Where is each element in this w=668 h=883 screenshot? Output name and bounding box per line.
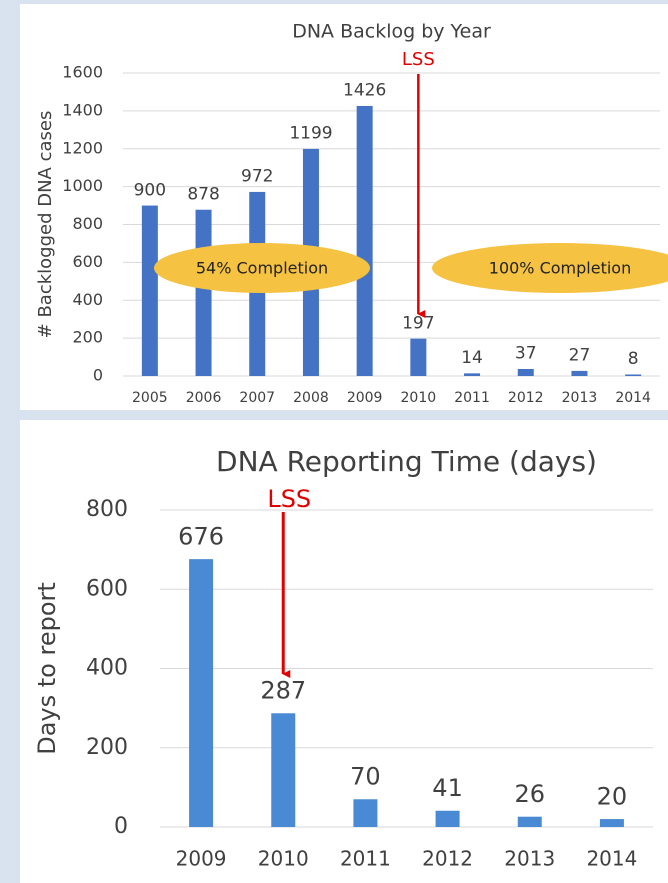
bar — [517, 368, 534, 376]
y-tick-label: 1600 — [62, 63, 103, 82]
bar — [353, 799, 378, 827]
data-label: 20 — [597, 782, 628, 810]
y-tick-label: 1000 — [62, 176, 103, 195]
x-tick-label: 2006 — [186, 390, 222, 406]
data-label: 8 — [628, 349, 639, 369]
data-label: 41 — [432, 774, 463, 802]
x-tick-label: 2011 — [340, 847, 391, 871]
x-tick-label: 2012 — [508, 390, 544, 406]
annotation: LSS — [402, 49, 435, 70]
y-tick-label: 400 — [72, 290, 103, 309]
x-tick-label: 2005 — [132, 390, 168, 406]
data-label: 1426 — [343, 81, 386, 101]
x-tick-label: 2014 — [586, 847, 637, 871]
y-tick-label: 0 — [93, 366, 103, 385]
y-axis-label: # Backlogged DNA cases — [35, 111, 56, 339]
bar — [356, 105, 373, 377]
x-tick-label: 2013 — [504, 847, 555, 871]
y-tick-label: 200 — [72, 328, 103, 347]
data-label: 197 — [402, 313, 434, 333]
y-tick-label: 600 — [72, 252, 103, 271]
data-label: 14 — [461, 348, 483, 368]
y-tick-label: 1200 — [62, 138, 103, 157]
data-label: 1199 — [289, 124, 332, 144]
y-tick-label: 800 — [86, 497, 128, 522]
bar — [464, 373, 481, 376]
y-tick-label: 600 — [86, 576, 128, 601]
bar — [271, 713, 296, 827]
bar — [195, 209, 212, 376]
x-tick-label: 2009 — [176, 847, 227, 871]
chart-title: DNA Reporting Time (days) — [216, 445, 597, 478]
bar — [435, 810, 460, 827]
bar — [571, 370, 588, 376]
data-label: 676 — [178, 523, 224, 551]
annotation: 100% Completion — [489, 259, 631, 278]
bar — [599, 819, 624, 827]
x-tick-label: 2011 — [454, 390, 490, 406]
data-label: 26 — [514, 780, 545, 808]
x-tick-label: 2009 — [347, 390, 383, 406]
bar — [141, 205, 158, 376]
x-tick-label: 2010 — [258, 847, 309, 871]
y-tick-label: 1400 — [62, 100, 103, 119]
chart-title: DNA Backlog by Year — [292, 21, 491, 43]
y-tick-label: 800 — [72, 214, 103, 233]
x-tick-label: 2013 — [562, 390, 598, 406]
data-label: 900 — [134, 180, 166, 200]
x-tick-label: 2012 — [422, 847, 473, 871]
annotation-ellipse — [154, 243, 370, 293]
x-tick-label: 2008 — [293, 390, 329, 406]
bar — [410, 338, 427, 376]
x-tick-label: 2007 — [239, 390, 275, 406]
panel-top — [20, 4, 668, 410]
y-tick-label: 400 — [86, 656, 128, 681]
data-label: 972 — [241, 167, 273, 187]
y-tick-label: 200 — [86, 735, 128, 760]
data-label: 70 — [350, 763, 381, 791]
data-label: 878 — [187, 184, 219, 204]
data-label: 27 — [569, 346, 591, 366]
x-tick-label: 2010 — [401, 390, 437, 406]
x-tick-label: 2014 — [615, 390, 651, 406]
data-label: 287 — [260, 677, 306, 705]
bar — [625, 374, 642, 376]
data-label: 37 — [515, 344, 537, 364]
annotation-ellipse — [432, 243, 668, 293]
panel-bottom — [20, 420, 668, 883]
y-tick-label: 0 — [114, 814, 128, 839]
annotation: LSS — [267, 485, 311, 513]
y-axis-label: Days to report — [33, 582, 61, 755]
bar — [517, 816, 542, 827]
annotation: 54% Completion — [196, 259, 328, 278]
bar — [189, 559, 214, 827]
